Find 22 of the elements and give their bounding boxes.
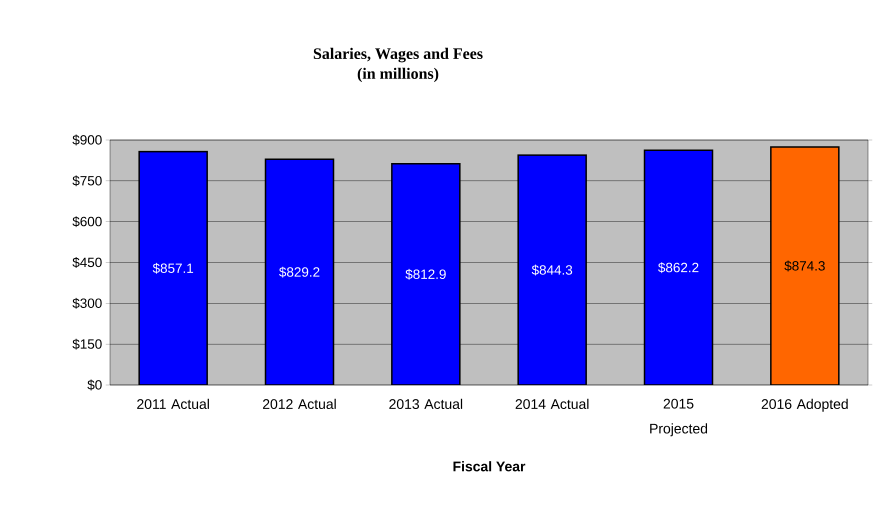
- data-label: $844.3: [532, 264, 572, 276]
- y-tick-label: $300: [72, 298, 102, 309]
- data-label: $857.1: [152, 262, 194, 274]
- y-tick-label: $150: [72, 338, 102, 350]
- x-tick-label: 2011 Actual: [137, 398, 209, 410]
- x-tick-label: 2016 Adopted: [762, 398, 848, 412]
- y-tick-label: $750: [72, 175, 102, 186]
- data-label: $812.9: [405, 268, 446, 280]
- y-tick-label: $0: [87, 380, 102, 390]
- y-tick-label: $600: [72, 216, 102, 228]
- chart-title: Salaries, Wages and Fees: [314, 48, 483, 62]
- y-tick-label: $450: [72, 257, 102, 268]
- data-label: $874.3: [784, 260, 825, 272]
- y-tick-label: $900: [72, 134, 102, 146]
- chart-subtitle: (in millions): [358, 68, 438, 82]
- data-label: $829.2: [279, 266, 320, 278]
- x-axis-title: Fiscal Year: [453, 461, 526, 472]
- data-label: $862.2: [658, 262, 698, 274]
- x-tick-label: 2015 Projected: [650, 398, 708, 436]
- x-tick-label: 2013 Actual: [389, 398, 462, 410]
- x-tick-label: 2012 Actual: [262, 398, 336, 410]
- x-tick-label: 2014 Actual: [516, 398, 588, 410]
